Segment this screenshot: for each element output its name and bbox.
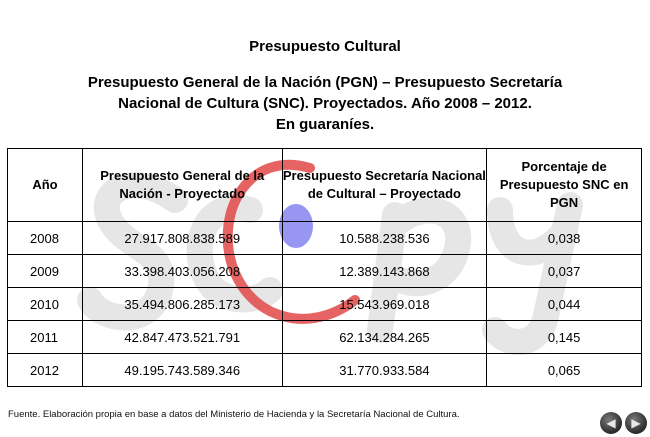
cell-year: 2012 [7, 353, 83, 387]
cell-pgn: 49.195.743.589.346 [81, 353, 283, 387]
cell-snc: 62.134.284.265 [281, 320, 488, 354]
cell-pgn: 35.494.806.285.173 [81, 287, 283, 321]
cell-percentage: 0,044 [486, 287, 642, 321]
table-row: 2010 35.494.806.285.173 15.543.969.018 0… [7, 287, 642, 321]
subtitle-line-2: Nacional de Cultura (SNC). Proyectados. … [118, 95, 532, 112]
cell-year: 2009 [7, 254, 83, 288]
cell-year: 2008 [7, 221, 83, 255]
slide-subtitle: Presupuesto General de la Nación (PGN) –… [60, 72, 590, 135]
cell-pgn: 27.917.808.838.589 [81, 221, 283, 255]
table-row: 2009 33.398.403.056.208 12.389.143.868 0… [7, 254, 642, 288]
cell-percentage: 0,037 [486, 254, 642, 288]
header-year: Año [7, 148, 83, 222]
cell-pgn: 42.847.473.521.791 [81, 320, 283, 354]
source-footnote: Fuente. Elaboración propia en base a dat… [8, 409, 460, 420]
cell-snc: 12.389.143.868 [281, 254, 488, 288]
cell-percentage: 0,038 [486, 221, 642, 255]
cell-snc: 31.770.933.584 [281, 353, 488, 387]
cell-pgn: 33.398.403.056.208 [81, 254, 283, 288]
next-slide-button[interactable]: ▶ [625, 412, 647, 434]
header-pgn: Presupuesto General de la Nación - Proye… [81, 148, 283, 222]
cell-percentage: 0,145 [486, 320, 642, 354]
header-snc: Presupuesto Secretaría Nacional de Cultu… [281, 148, 488, 222]
budget-table: Año Presupuesto General de la Nación - P… [7, 148, 642, 387]
header-percentage: Porcentaje de Presupuesto SNC en PGN [486, 148, 642, 222]
chevron-right-icon: ▶ [631, 416, 641, 430]
cell-snc: 10.588.238.536 [281, 221, 488, 255]
cell-snc: 15.543.969.018 [281, 287, 488, 321]
table-header-row: Año Presupuesto General de la Nación - P… [7, 148, 642, 222]
cell-year: 2011 [7, 320, 83, 354]
slide-title: Presupuesto Cultural [249, 38, 401, 55]
table-row: 2012 49.195.743.589.346 31.770.933.584 0… [7, 353, 642, 387]
table-row: 2011 42.847.473.521.791 62.134.284.265 0… [7, 320, 642, 354]
table-row: 2008 27.917.808.838.589 10.588.238.536 0… [7, 221, 642, 255]
subtitle-line-3: En guaraníes. [275, 116, 375, 133]
cell-percentage: 0,065 [486, 353, 642, 387]
prev-slide-button[interactable]: ◀ [600, 412, 622, 434]
chevron-left-icon: ◀ [606, 416, 616, 430]
cell-year: 2010 [7, 287, 83, 321]
subtitle-line-1: Presupuesto General de la Nación (PGN) –… [87, 74, 563, 91]
